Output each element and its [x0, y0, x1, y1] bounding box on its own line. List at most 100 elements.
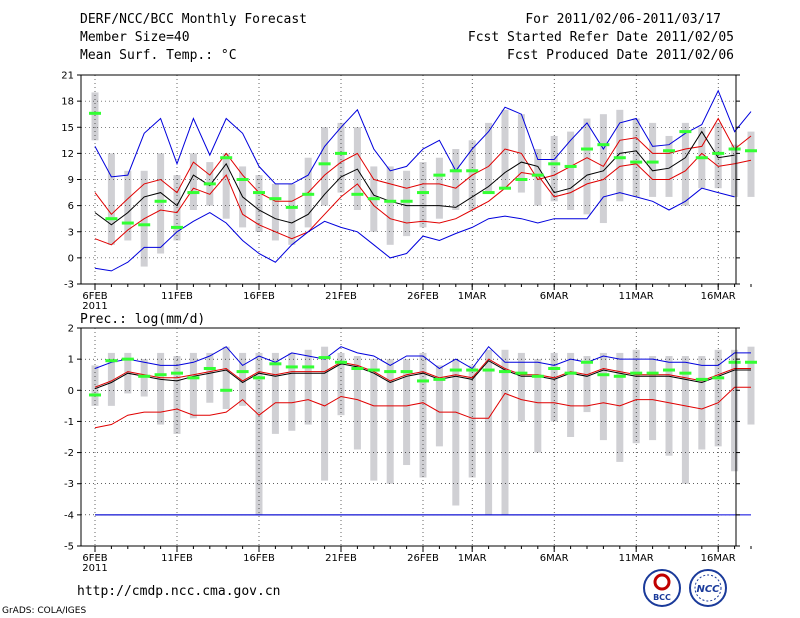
temp-observed-marker — [728, 147, 741, 151]
temp-ensemble-bar — [599, 114, 607, 224]
prec-observed-marker — [646, 371, 659, 375]
temp-xtick-label: 16FEB — [243, 291, 275, 302]
temp-ensemble-bar — [403, 170, 411, 237]
prec-observed-marker — [400, 370, 413, 374]
prec-ensemble-bar — [665, 356, 673, 456]
prec-ensemble-bar — [107, 352, 115, 406]
prec-ytick-label: -2 — [64, 448, 74, 459]
temp-ensemble-bar — [419, 162, 427, 228]
temp-series-mean-spread — [94, 117, 752, 216]
temp-observed-marker — [548, 162, 561, 166]
prec-ensemble-bar — [91, 365, 99, 406]
chart-title: DERF/NCC/BCC Monthly Forecast — [80, 12, 307, 27]
prec-ytick-label: -5 — [64, 542, 74, 553]
temp-observed-marker — [515, 178, 528, 181]
temp-observed-marker — [187, 191, 200, 195]
temp-observed-marker — [220, 156, 233, 160]
temp-observed-marker — [138, 223, 151, 227]
temp-observed-marker — [466, 169, 479, 173]
temp-xtick-label: 6FEB — [82, 291, 107, 302]
prec-xtick-label: 21FEB — [325, 553, 357, 564]
ncc-logo-text: NCC — [696, 584, 720, 595]
temp-ensemble-bar — [321, 127, 329, 206]
prec-ytick-label: 0 — [68, 386, 74, 397]
prec-ensemble-bar — [468, 365, 476, 478]
temp-ensemble-bar — [747, 131, 755, 197]
temp-ensemble-bar — [632, 118, 640, 197]
temp-ytick-label: 12 — [61, 149, 74, 160]
prec-ensemble-bar — [534, 359, 542, 453]
prec-xtick-label: 26FEB — [407, 553, 439, 564]
temp-ensemble-bar — [107, 153, 115, 245]
temp-observed-marker — [89, 111, 101, 115]
prec-observed-marker — [236, 370, 249, 374]
prec-ensemble-bar — [698, 356, 706, 450]
prec-year-label: 2011 — [82, 563, 107, 574]
temp-ensemble-bar — [534, 149, 542, 206]
prec-ensemble-bar — [485, 349, 493, 515]
prec-observed-marker — [121, 357, 134, 361]
prec-series-ensemble-mean — [94, 360, 751, 390]
temp-observed-marker — [171, 225, 183, 229]
temp-ensemble-bar — [550, 135, 558, 202]
prec-observed-marker — [499, 370, 511, 374]
prec-ensemble-bar — [550, 352, 558, 422]
temp-ensemble-bar — [583, 118, 591, 215]
prec-xtick-label: 6MAR — [540, 553, 569, 564]
temp-ensemble-bar — [665, 135, 673, 197]
prec-observed-marker — [679, 371, 692, 375]
temp-ensemble-bar — [337, 122, 345, 193]
prec-observed-marker — [695, 377, 708, 381]
prec-ensemble-bar — [255, 352, 263, 515]
temp-ensemble-bar — [681, 122, 689, 206]
prec-ensemble-bar — [517, 352, 525, 422]
prec-ensemble-bar — [403, 359, 411, 466]
prec-ytick-label: -3 — [64, 479, 74, 490]
prec-ensemble-bar — [386, 359, 394, 484]
temp-ytick-label: 18 — [61, 97, 74, 108]
temp-ensemble-bar — [189, 153, 197, 210]
prec-ensemble-bar — [157, 352, 165, 425]
temp-ensemble-bar — [386, 166, 394, 245]
temp-observed-marker — [400, 199, 413, 203]
prec-ensemble-bar — [271, 352, 279, 434]
temp-ytick-label: 9 — [68, 175, 74, 186]
temp-xtick-label: 1MAR — [458, 291, 487, 302]
temp-observed-marker — [269, 197, 282, 201]
prec-observed-marker — [745, 360, 757, 364]
forecast-period-label: For 2011/02/06-2011/03/17 — [525, 12, 721, 27]
prec-observed-marker — [449, 368, 462, 372]
temp-observed-marker — [335, 151, 347, 155]
prec-observed-marker — [384, 370, 397, 374]
temp-ensemble-bar — [288, 183, 296, 245]
prec-observed-marker — [367, 368, 380, 372]
temp-observed-marker — [663, 149, 675, 153]
temp-observed-marker — [417, 191, 429, 195]
temp-ytick-label: 21 — [61, 71, 74, 82]
prec-ensemble-bar — [189, 352, 197, 419]
temp-observed-marker — [384, 199, 397, 203]
prec-ensemble-bar — [370, 359, 378, 481]
temp-ytick-label: 0 — [68, 253, 74, 264]
prec-ensemble-bar — [747, 346, 755, 425]
prec-observed-marker — [433, 377, 446, 381]
prec-ensemble-bar — [206, 352, 214, 403]
temp-ytick-label: 15 — [61, 123, 74, 134]
temp-observed-marker — [121, 221, 134, 225]
member-size-label: Member Size=40 — [80, 30, 190, 45]
source-url[interactable]: http://cmdp.ncc.cma.gov.cn — [77, 584, 281, 599]
prec-ensemble-bar — [452, 359, 460, 506]
prec-observed-marker — [302, 365, 315, 369]
temp-variable-label: Mean Surf. Temp.: °C — [80, 48, 237, 63]
temp-series-ensemble-max — [94, 89, 752, 185]
prec-plot-frame — [80, 327, 737, 547]
temp-observed-marker — [581, 147, 593, 151]
prec-xtick-label: 16FEB — [243, 553, 275, 564]
prec-observed-marker — [597, 373, 610, 377]
temp-observed-marker — [482, 191, 495, 195]
prec-observed-marker — [187, 376, 200, 380]
prec-series-mean-spread — [94, 358, 751, 388]
temp-ensemble-bar — [271, 183, 279, 241]
prec-observed-marker — [728, 360, 741, 364]
